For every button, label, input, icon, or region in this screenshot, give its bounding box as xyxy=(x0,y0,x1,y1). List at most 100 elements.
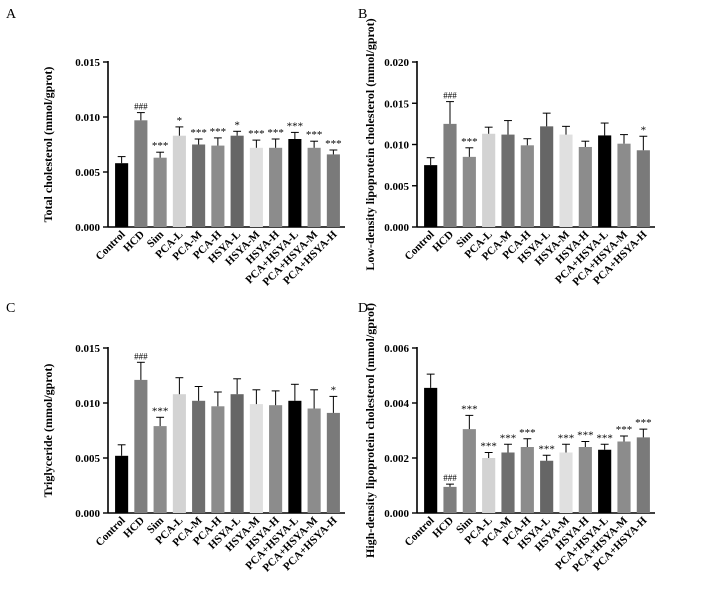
bar-pca-hsya-h xyxy=(326,412,340,513)
panel-label: C xyxy=(6,301,15,316)
y-tick-label: 0.002 xyxy=(384,453,409,465)
bar-pca-h xyxy=(211,145,225,227)
significance-label: *** xyxy=(325,138,342,150)
y-tick-label: 0.015 xyxy=(75,57,100,69)
bar-hsya-h xyxy=(269,147,283,227)
bar-pca-m xyxy=(501,134,515,227)
significance-label: * xyxy=(234,119,240,131)
y-tick-label: 0.000 xyxy=(384,508,409,520)
bar-hsya-m xyxy=(559,134,573,227)
significance-label: ### xyxy=(134,102,148,112)
bar-hcd xyxy=(134,120,148,227)
x-tick-label: HCD xyxy=(430,229,456,255)
bar-hcd xyxy=(443,123,457,227)
bar-hsya-l xyxy=(230,394,244,513)
significance-label: *** xyxy=(287,120,304,132)
y-tick-label: 0.010 xyxy=(75,398,100,410)
bar-hsya-l xyxy=(540,126,554,227)
bar-pca-m xyxy=(192,144,206,227)
significance-label: *** xyxy=(461,403,478,415)
significance-label: ### xyxy=(443,473,457,483)
significance-label: * xyxy=(177,115,183,127)
y-tick-label: 0.015 xyxy=(384,98,409,110)
x-tick-label: HCD xyxy=(430,515,456,541)
bar-sim xyxy=(153,426,167,513)
y-axis-title: Low-density lipoprotein cholesterol (mmo… xyxy=(363,18,377,270)
panel-label: B xyxy=(358,7,367,22)
bar-pca-hsya-h xyxy=(636,437,650,513)
bar-pca-hsya-l xyxy=(288,139,302,227)
bar-hcd xyxy=(134,379,148,513)
y-tick-label: 0.005 xyxy=(75,453,100,465)
bar-hsya-l xyxy=(230,135,244,227)
bar-pca-m xyxy=(501,452,515,513)
significance-label: *** xyxy=(635,417,652,429)
bar-pca-hsya-m xyxy=(307,147,321,227)
significance-label: ### xyxy=(443,91,457,101)
y-tick-label: 0.010 xyxy=(384,140,409,152)
significance-label: *** xyxy=(558,432,575,444)
bar-hcd xyxy=(443,486,457,513)
y-tick-label: 0.004 xyxy=(384,398,409,410)
significance-label: ### xyxy=(134,351,148,361)
bar-control xyxy=(115,163,129,227)
chart-panel-b: B 0.000 0.005 0.010 0.015 0.020 Low-density li… xyxy=(358,7,655,288)
bar-pca-h xyxy=(211,406,225,513)
y-tick-label: 0.010 xyxy=(75,112,100,124)
bar-pca-l xyxy=(482,458,496,513)
significance-label: *** xyxy=(152,405,169,417)
panel-label: A xyxy=(6,7,17,22)
significance-label: *** xyxy=(616,424,633,436)
significance-label: *** xyxy=(480,441,497,453)
chart-panel-c: C 0.000 0.005 0.010 0.015 Triglyceride (mmol/… xyxy=(6,301,345,574)
bar-sim xyxy=(462,156,476,227)
bar-hsya-h xyxy=(269,405,283,513)
significance-label: *** xyxy=(210,126,227,138)
significance-label: *** xyxy=(267,127,284,139)
y-tick-label: 0.020 xyxy=(384,57,409,69)
bar-pca-l xyxy=(172,394,186,513)
bar-control xyxy=(424,165,438,227)
bar-pca-h xyxy=(520,447,534,513)
bar-pca-hsya-m xyxy=(617,143,631,227)
significance-label: *** xyxy=(500,432,517,444)
chart-panel-d: D 0.000 0.002 0.004 0.006 High-density lipopr… xyxy=(358,301,655,574)
x-tick-label: HCD xyxy=(121,229,147,255)
bar-pca-hsya-l xyxy=(598,449,612,513)
y-tick-label: 0.015 xyxy=(75,343,100,355)
y-tick-label: 0.000 xyxy=(384,222,409,234)
bar-hsya-l xyxy=(540,460,554,513)
bar-pca-hsya-l xyxy=(598,135,612,227)
bar-pca-h xyxy=(520,145,534,227)
bar-pca-hsya-l xyxy=(288,400,302,513)
bar-pca-l xyxy=(172,135,186,227)
significance-label: *** xyxy=(461,136,478,148)
y-tick-label: 0.005 xyxy=(75,167,100,179)
significance-label: *** xyxy=(152,140,169,152)
bar-hsya-m xyxy=(249,147,263,227)
x-tick-label: HCD xyxy=(121,515,147,541)
significance-label: *** xyxy=(306,129,323,141)
bar-sim xyxy=(153,157,167,227)
significance-label: * xyxy=(641,124,647,136)
significance-label: * xyxy=(331,384,337,396)
bar-control xyxy=(115,455,129,513)
bar-pca-hsya-m xyxy=(307,408,321,513)
significance-label: *** xyxy=(577,430,594,442)
significance-label: *** xyxy=(538,443,555,455)
bar-hsya-h xyxy=(578,146,592,227)
significance-label: *** xyxy=(190,127,207,139)
significance-label: *** xyxy=(519,427,536,439)
y-axis-title: Triglyceride (mmol/gprot) xyxy=(41,364,55,498)
y-tick-label: 0.000 xyxy=(75,508,100,520)
significance-label: *** xyxy=(248,128,265,140)
bar-pca-hsya-h xyxy=(636,150,650,227)
significance-label: *** xyxy=(596,432,613,444)
bar-pca-hsya-h xyxy=(326,154,340,227)
y-axis-title: Total cholesterol (mmol/gprot) xyxy=(41,67,55,223)
y-tick-label: 0.000 xyxy=(75,222,100,234)
y-tick-label: 0.006 xyxy=(384,343,409,355)
bar-pca-m xyxy=(192,400,206,513)
bar-hsya-m xyxy=(249,404,263,513)
